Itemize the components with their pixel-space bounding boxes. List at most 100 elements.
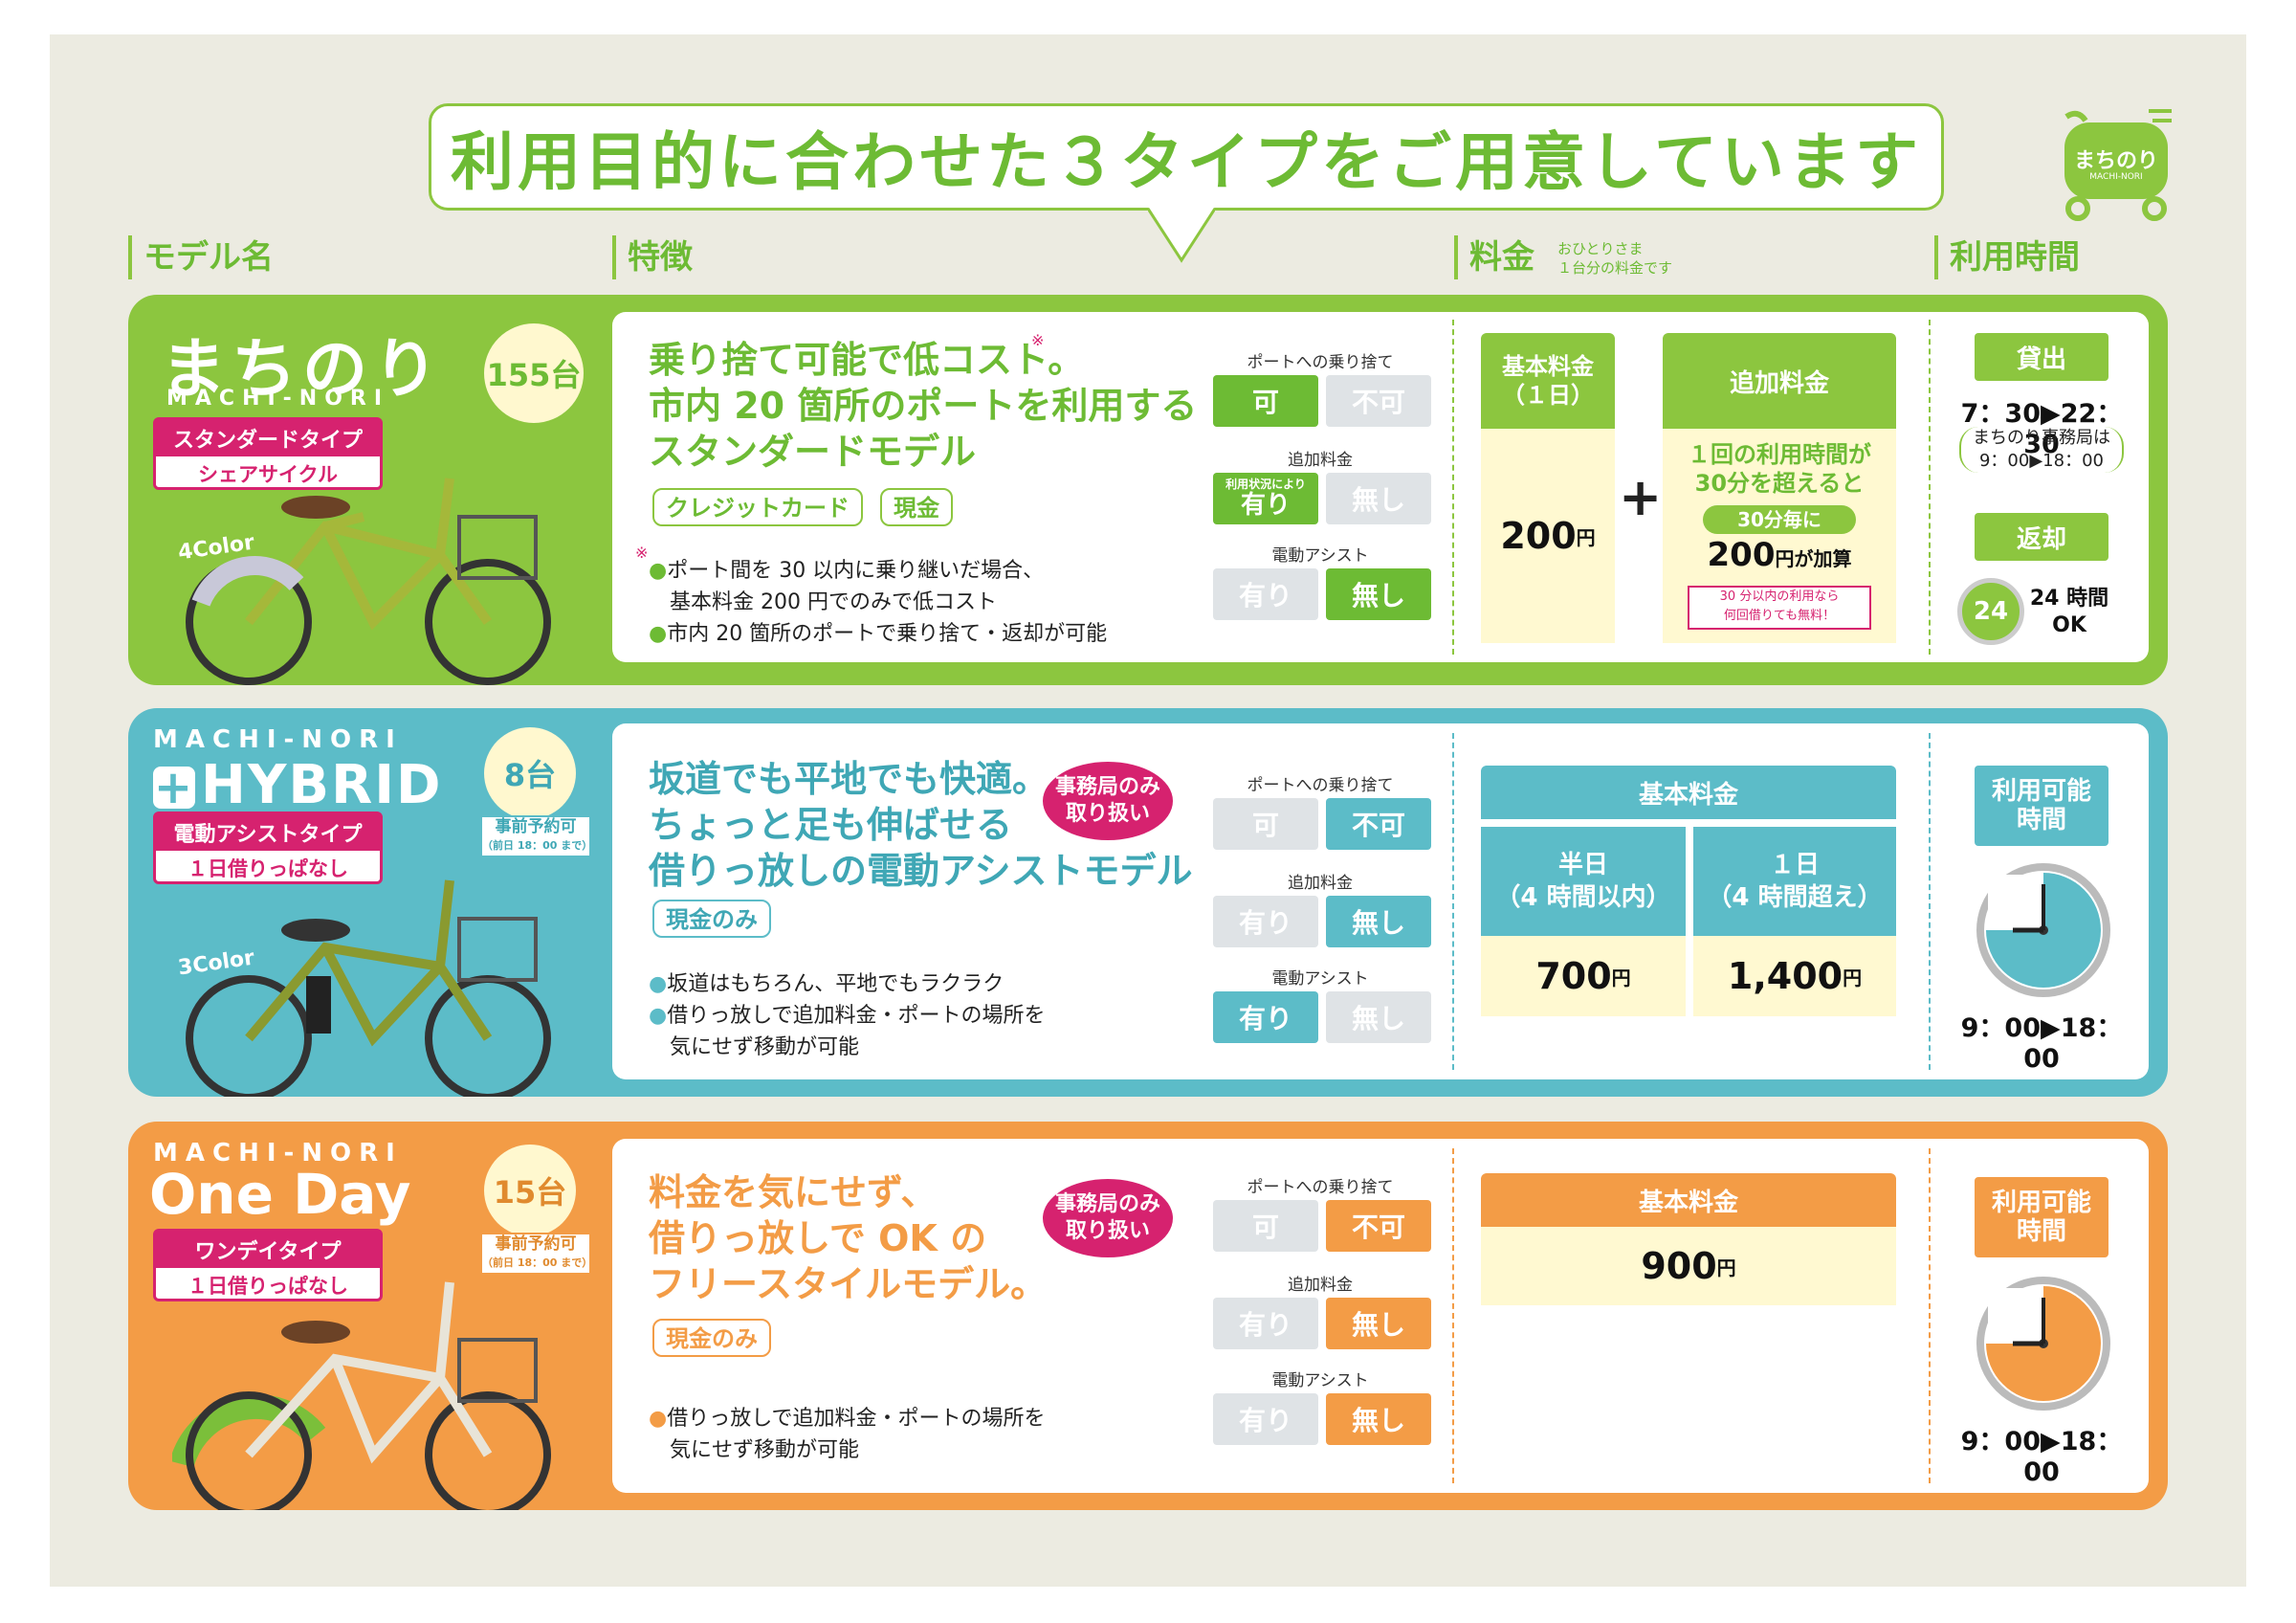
plus-sign: +: [1619, 467, 1663, 527]
type-sub: １日借りっぱなし: [188, 1274, 348, 1298]
prebook-badge: 事前予約可 （前日 18：00 まで）: [480, 1233, 593, 1275]
fee-free-line: 30 分以内の利用なら: [1719, 589, 1840, 604]
brand-sub: MACHI-NORI: [166, 387, 390, 411]
bike-count: 8台: [484, 727, 576, 819]
brand-machinori: まちのり: [161, 332, 445, 408]
opt-dropoff-no: 不可: [1326, 798, 1431, 850]
opt-assist-no: 無し: [1326, 991, 1431, 1043]
opt-assist-yes: 有り: [1213, 1393, 1318, 1445]
type-main: スタンダードタイプ: [156, 420, 380, 456]
prebook-badge: 事前予約可 （前日 18：00 まで）: [480, 815, 592, 857]
fee-free-line: 何回借りても無料！: [1723, 609, 1836, 623]
bullet-text: 坂道はもちろん、平地でもラクラク: [667, 972, 1004, 996]
bullet-list: ●坂道はもちろん、平地でもラクラク ●借りっ放しで追加料金・ポートの場所を 気に…: [649, 968, 1046, 1063]
bullet-text: 借りっ放しで追加料金・ポートの場所を: [667, 1407, 1046, 1431]
bicycle-illustration: [172, 1281, 551, 1510]
bullet-text: 気にせず移動が可能: [670, 1438, 860, 1462]
office-only-callout: 事務局のみ 取り扱い: [1043, 762, 1173, 840]
opt-assist-yes: 有り: [1213, 991, 1318, 1043]
fee-extra-desc: １回の利用時間が 30分を超えると: [1663, 440, 1896, 498]
return-label: 返却: [1975, 513, 2108, 561]
fee-extra-label: 追加料金: [1663, 333, 1896, 429]
title-pointer: [1148, 207, 1215, 263]
return-24h: 24 時間 OK: [2026, 586, 2112, 639]
page-title: 利用目的に合わせた３タイプをご用意しています: [450, 125, 1923, 199]
bicycle-illustration: [186, 478, 551, 685]
opt-extra-yes-label: 有り: [1240, 491, 1291, 520]
payment-cash-only: 現金のみ: [652, 1319, 771, 1357]
feature-title: 料金を気にせず、 借りっ放しで OK の フリースタイルモデル。: [649, 1169, 1047, 1307]
bullet-text: 市内 20 箇所のポートで乗り捨て・返却が可能: [667, 622, 1108, 646]
fee-extra-value: 200: [1707, 536, 1776, 574]
divider: [1929, 320, 1931, 655]
fee-note-1: おひとりさま: [1557, 240, 1644, 257]
bullet-text: 気にせず移動が可能: [670, 1035, 860, 1059]
opt-extra-no: 無し: [1326, 896, 1431, 947]
title-line: 坂道でも平地でも快適。: [649, 758, 1049, 800]
title-line: ちょっと足も伸ばせる: [649, 804, 1013, 846]
fee-full-value: 1,400: [1727, 955, 1843, 997]
fee-base-label: 基本料金: [1481, 1173, 1896, 1227]
opt-extra-note: 利用状況により: [1225, 478, 1306, 491]
fee-extra-line: 30分を超えると: [1694, 470, 1865, 497]
available-time: 9：00▶18：00: [1960, 1013, 2123, 1074]
fee-free-note: 30 分以内の利用なら 何回借りても無料！: [1688, 586, 1871, 630]
opt-dropoff-yes: 可: [1213, 375, 1318, 427]
opt-extra-label: 追加料金: [1288, 874, 1353, 893]
type-main: ワンデイタイプ: [156, 1232, 380, 1268]
opt-dropoff-label: ポートへの乗り捨て: [1247, 353, 1394, 372]
fee-extra-box: １回の利用時間が 30分を超えると 30分毎に 200円が加算 30 分以内の利…: [1663, 429, 1896, 643]
title-line: フリースタイルモデル。: [649, 1263, 1048, 1305]
brand-hybrid: + HYBRID: [153, 754, 443, 816]
opt-assist-label: 電動アシスト: [1271, 546, 1369, 566]
col-fee-header: 料金: [1454, 235, 1534, 279]
office-note-line: 9：00▶18：00: [1978, 451, 2104, 471]
opt-extra-label: 追加料金: [1288, 451, 1353, 470]
bike-count: 155台: [484, 323, 584, 423]
opt-assist-no: 無し: [1326, 568, 1431, 620]
bike-count: 15台: [484, 1145, 576, 1236]
opt-dropoff-label: ポートへの乗り捨て: [1247, 776, 1394, 795]
title-line: 借りっ放しで OK の: [649, 1217, 987, 1259]
plus-icon: +: [153, 761, 195, 814]
fee-full-box: 1,400 円: [1693, 936, 1896, 1016]
yen: 円: [1576, 525, 1596, 549]
type-main: 電動アシストタイプ: [156, 814, 380, 851]
fee-half-label: 半日 （4 時間以内）: [1481, 827, 1686, 936]
bullet-text: 基本料金 200 円でのみで低コスト: [670, 590, 997, 614]
bicycle-illustration: [186, 879, 551, 1097]
fee-extra-suffix: 円が加算: [1775, 547, 1852, 570]
office-only-callout: 事務局のみ 取り扱い: [1043, 1179, 1173, 1257]
office-hours-note: まちのり事務局は 9：00▶18：00: [1959, 427, 2124, 473]
divider: [1452, 320, 1454, 655]
yen: 円: [1611, 966, 1631, 989]
logo-text: まちのり: [2073, 149, 2158, 173]
prebook-line: （前日 18：00 まで）: [482, 1256, 593, 1269]
type-badge: スタンダードタイプ シェアサイクル: [153, 417, 383, 490]
divider: [1929, 1148, 1931, 1483]
fee-base-label: 基本料金: [1481, 766, 1896, 819]
opt-extra-yes: 有り: [1213, 1298, 1318, 1349]
opt-dropoff-yes: 可: [1213, 798, 1318, 850]
logo-sub: MACHI-NORI: [2089, 172, 2143, 182]
fee-extra-badge: 30分毎に: [1703, 505, 1856, 534]
fee-half-value: 700: [1535, 955, 1612, 997]
opt-extra-no: 無し: [1326, 473, 1431, 524]
opt-assist-yes: 有り: [1213, 568, 1318, 620]
fee-full-label: １日 （4 時間超え）: [1693, 827, 1896, 936]
type-sub: １日借りっぱなし: [188, 856, 348, 880]
fee-half-box: 700 円: [1481, 936, 1686, 1016]
feature-title: 乗り捨て可能で低コスト。 市内 20 箇所のポートを利用する スタンダードモデル: [649, 337, 1197, 475]
return-line: 24 時間: [2029, 587, 2109, 611]
col-time-header: 利用時間: [1934, 235, 2080, 279]
opt-dropoff-no: 不可: [1326, 1200, 1431, 1252]
opt-assist-label: 電動アシスト: [1271, 1371, 1369, 1390]
title-line: 乗り捨て可能で低コスト。: [649, 339, 1085, 381]
opt-dropoff-label: ポートへの乗り捨て: [1247, 1178, 1394, 1197]
bullet-text: ポート間を 30 以内に乗り継いだ場合、: [667, 559, 1045, 583]
bullet-text: 借りっ放しで追加料金・ポートの場所を: [667, 1004, 1046, 1028]
title-line: スタンダードモデル: [649, 431, 977, 473]
brand-top: MACHI-NORI: [153, 1139, 403, 1167]
bullet-list: ●借りっ放しで追加料金・ポートの場所を 気にせず移動が可能: [649, 1403, 1046, 1466]
yen: 円: [1716, 1256, 1736, 1279]
